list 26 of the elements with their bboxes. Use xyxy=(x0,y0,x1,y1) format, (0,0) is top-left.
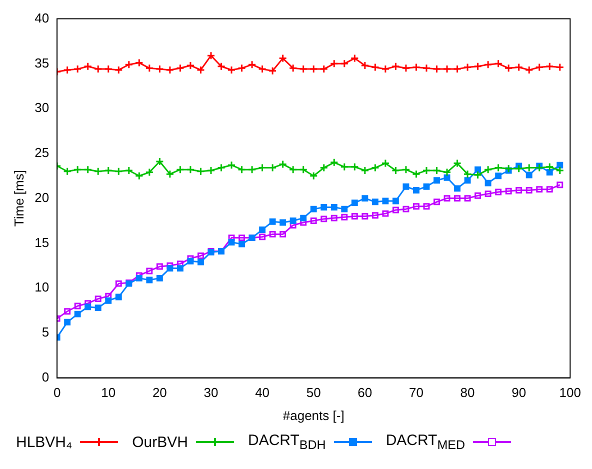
x-tick-label: 90 xyxy=(512,385,526,400)
legend-label: DACRT$_{BDH}$ xyxy=(248,432,326,452)
y-tick-label: 10 xyxy=(34,280,50,295)
x-tick-label: 60 xyxy=(358,385,372,400)
y-tick-label: 0 xyxy=(42,369,50,384)
legend-label: OurBVH xyxy=(132,434,188,450)
legend-label: DACRT$_{MED}$ xyxy=(386,432,465,452)
x-axis-title: #agents [-] xyxy=(282,408,344,423)
x-tick-label: 20 xyxy=(152,385,167,400)
x-tick-label: 100 xyxy=(559,385,582,400)
x-tick-label: 10 xyxy=(101,385,116,400)
y-tick-label: 40 xyxy=(34,10,50,26)
y-tick-label: 20 xyxy=(34,190,50,205)
x-tick-label: 0 xyxy=(53,385,61,400)
y-axis-title: Time [ms] xyxy=(11,170,26,227)
x-tick-label: 50 xyxy=(306,385,321,400)
x-tick-label: 30 xyxy=(204,385,218,400)
y-tick-label: 25 xyxy=(34,145,50,160)
legend-label: HLBVH₄ xyxy=(16,434,72,450)
x-tick-label: 80 xyxy=(460,385,475,400)
y-tick-label: 35 xyxy=(34,55,50,70)
y-tick-label: 30 xyxy=(34,100,50,116)
x-tick-label: 40 xyxy=(255,385,270,400)
x-tick-label: 70 xyxy=(408,385,424,400)
y-tick-label: 15 xyxy=(34,234,50,250)
y-tick-label: 5 xyxy=(42,324,50,340)
